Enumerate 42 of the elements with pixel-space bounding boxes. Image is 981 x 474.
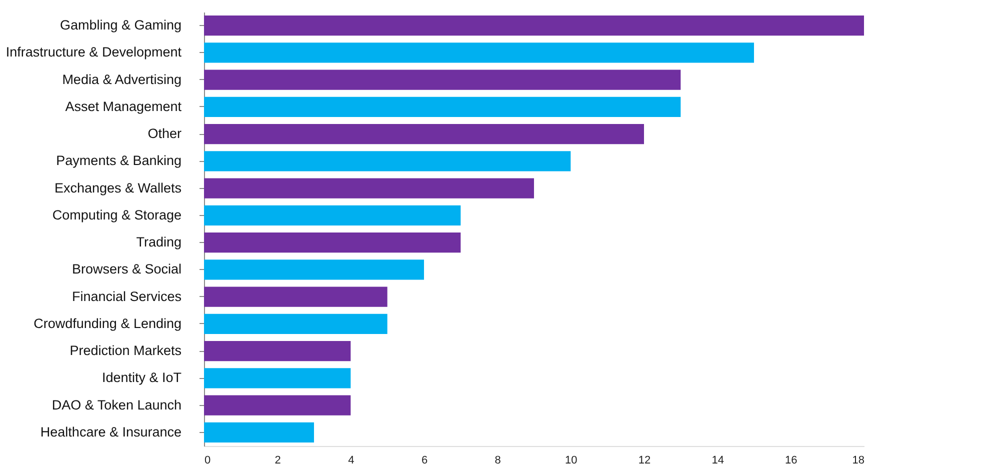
bar xyxy=(204,205,461,226)
y-tick-label: Crowdfunding & Lending xyxy=(34,316,182,331)
x-tick-label: 4 xyxy=(348,454,354,466)
bar xyxy=(204,96,681,117)
y-tick-label: Identity & IoT xyxy=(102,370,182,386)
y-tick-label: Gambling & Gaming xyxy=(60,18,182,33)
y-tick-label: Media & Advertising xyxy=(62,72,182,87)
bar xyxy=(204,368,351,388)
bar xyxy=(204,260,424,280)
x-tick-label: 12 xyxy=(638,454,651,466)
bar xyxy=(204,16,864,36)
y-tick-label: Asset Management xyxy=(65,98,182,114)
y-tick-label: DAO & Token Launch xyxy=(52,397,182,412)
y-tick-label: Infrastructure & Development xyxy=(6,44,182,60)
x-tick-label: 2 xyxy=(274,454,281,466)
x-tick-label: 10 xyxy=(565,454,578,466)
bar xyxy=(204,232,461,253)
y-tick-label: Browsers & Social xyxy=(72,262,182,277)
bar xyxy=(204,395,351,416)
x-tick-label: 18 xyxy=(852,454,864,466)
bar xyxy=(204,124,644,144)
bar xyxy=(204,70,681,90)
bar xyxy=(204,178,534,198)
y-tick-label: Other xyxy=(148,126,182,142)
y-tick-label: Financial Services xyxy=(72,288,182,304)
y-tick-label: Healthcare & Insurance xyxy=(40,424,182,440)
x-tick-label: 16 xyxy=(785,454,798,466)
y-tick-label: Computing & Storage xyxy=(52,207,182,222)
y-tick-label: Payments & Banking xyxy=(56,153,182,168)
x-tick-label: 6 xyxy=(421,454,428,466)
y-tick-label: Trading xyxy=(136,234,182,250)
bar xyxy=(204,341,351,362)
bar xyxy=(204,422,314,442)
x-tick-label: 0 xyxy=(204,454,211,466)
bar xyxy=(204,42,754,63)
bar xyxy=(204,314,388,334)
bar xyxy=(204,151,571,172)
x-tick-label: 14 xyxy=(712,454,724,466)
x-tick-label: 8 xyxy=(494,454,501,466)
bar xyxy=(204,286,388,307)
y-tick-label: Prediction Markets xyxy=(70,343,182,358)
y-tick-label: Exchanges & Wallets xyxy=(54,180,182,196)
